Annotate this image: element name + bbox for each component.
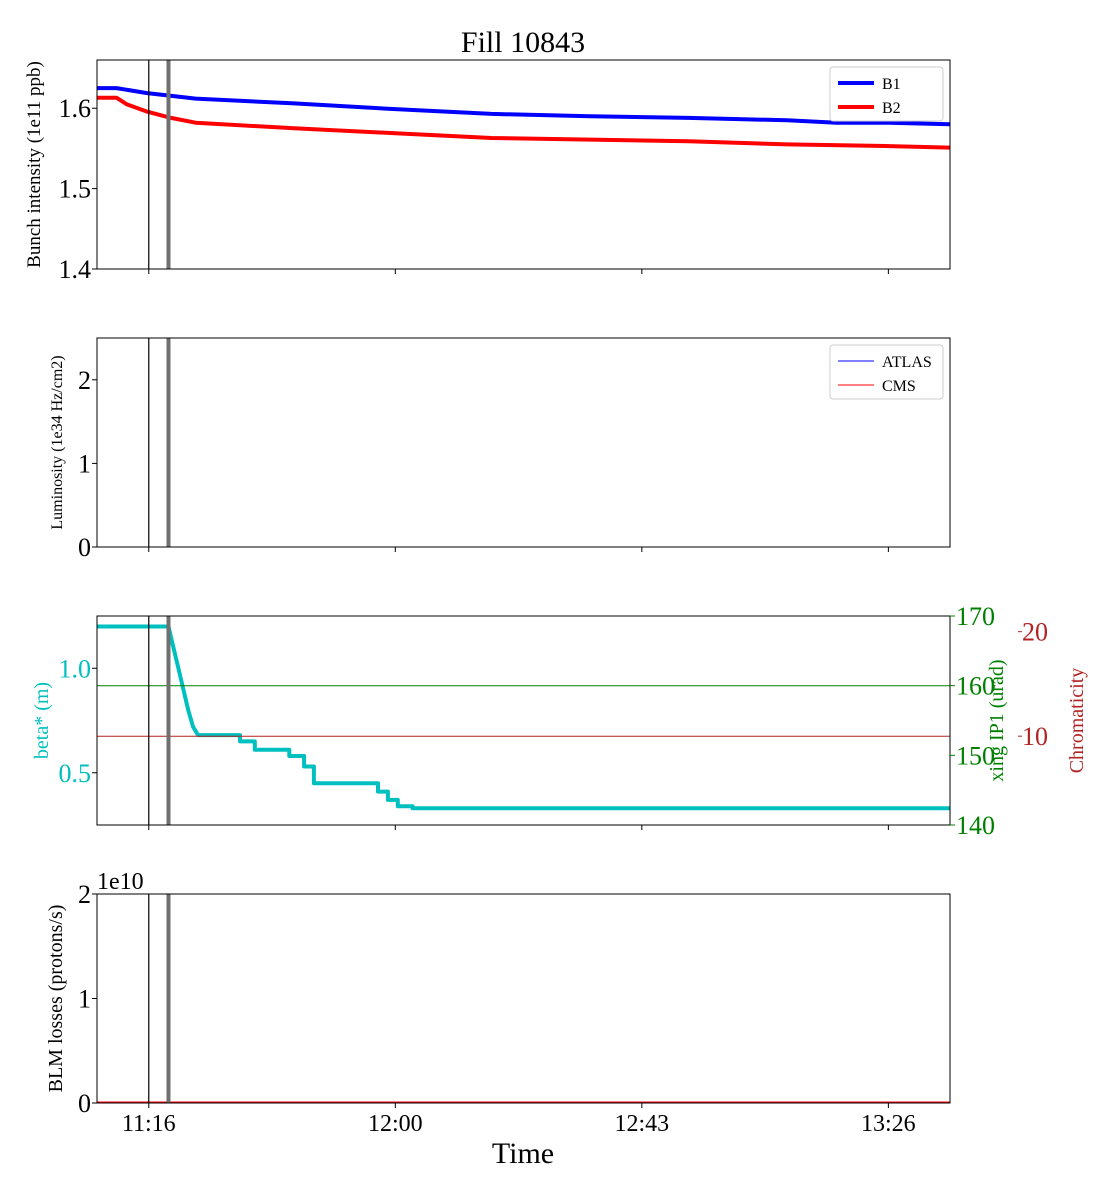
y-tick-label: 2	[78, 366, 91, 395]
right-y-axis-label: xing IP1 (urad)	[986, 659, 1008, 781]
series-line-b1	[97, 86, 950, 127]
axes-frame	[96, 337, 951, 548]
y-tick-label: 1.5	[59, 175, 92, 204]
x-tick-label: 12:43	[614, 1111, 669, 1137]
right-y-tick-label: 170	[956, 602, 995, 631]
right-y-tick-label: 160	[956, 672, 995, 701]
right-y-tick-label: 140	[956, 811, 995, 840]
y-axis-label: Luminosity (1e34 Hz/cm2)	[49, 355, 66, 529]
panel-luminosity: 0 1 2 Luminosity (1e34 Hz/cm2) ATLAS CMS	[49, 337, 951, 562]
series-group	[97, 624, 950, 811]
x-tick-label: 11:16	[122, 1111, 176, 1137]
y-tick-label: 2	[78, 880, 91, 909]
y-tick-label: 0	[78, 533, 91, 562]
axes-frame	[96, 615, 951, 826]
legend-entry-label: CMS	[882, 378, 916, 395]
series-line-b2	[97, 95, 950, 150]
y-tick-label: 1.6	[59, 94, 92, 123]
legend-entry-label: B1	[882, 76, 901, 93]
panel-beta-star: 0.5 1.0 beta* (m) 140 150 160 170 xing IP1 (ura…	[31, 602, 1088, 840]
y-tick-label: 0	[78, 1089, 91, 1118]
y-offset-text: 1e10	[97, 869, 144, 895]
legend: ATLAS CMS	[829, 344, 944, 400]
legend-entry-label: ATLAS	[882, 354, 932, 371]
axes-frame	[96, 893, 951, 1104]
right2-y-tick-label: 20	[1022, 618, 1048, 647]
x-tick-label: 12:00	[368, 1111, 423, 1137]
x-axis-label: Time	[492, 1137, 554, 1170]
figure-title: Fill 10843	[461, 26, 585, 59]
legend-entry-label: B2	[882, 100, 901, 117]
y-tick-label: 1	[78, 985, 91, 1014]
y-axis-label: Bunch intensity (1e11 ppb)	[24, 61, 45, 268]
series-group	[97, 86, 950, 150]
y-tick-label: 0.5	[59, 759, 92, 788]
y-tick-label: 1	[78, 449, 91, 478]
series-line-beta-	[97, 624, 950, 811]
y-axis-label: beta* (m)	[31, 682, 53, 759]
right-y-tick-label: 150	[956, 741, 995, 770]
y-tick-label: 1.4	[59, 255, 92, 284]
y-axis-label: BLM losses (protons/s)	[45, 905, 67, 1093]
axes-frame	[96, 59, 951, 270]
panel-blm-losses: 11:16 12:00 12:43 13:26 0 1 2 BLM losses (proto…	[45, 869, 951, 1137]
x-tick-label: 13:26	[861, 1111, 916, 1137]
right2-y-axis-label: Chromaticity	[1066, 668, 1088, 774]
right2-y-tick-label: 10	[1022, 722, 1048, 751]
y-tick-label: 1.0	[59, 654, 92, 683]
